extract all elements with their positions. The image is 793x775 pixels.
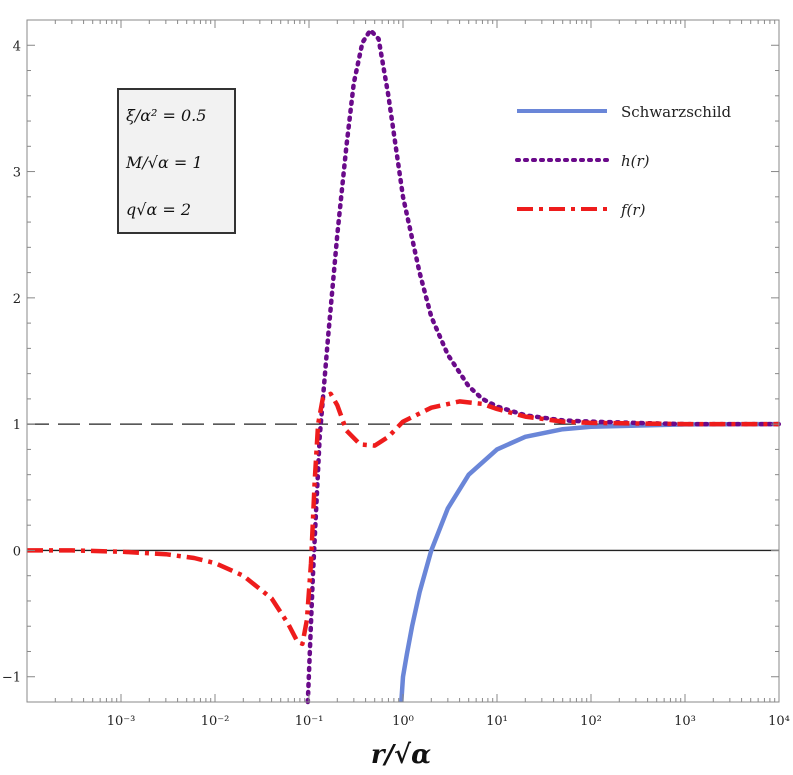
x-tick-label: 10⁰: [392, 714, 414, 729]
y-tick-label: 3: [13, 166, 21, 181]
parameter-line-1: ξ/α² = 0.5: [126, 106, 206, 125]
y-tick-label: 0: [13, 544, 21, 559]
legend-label-schwarzschild: Schwarzschild: [621, 103, 732, 121]
x-tick-label: 10³: [674, 714, 696, 729]
series-line-schwarzschild: [399, 421, 780, 703]
x-tick-label: 10⁻²: [201, 714, 230, 729]
series-layer: [27, 27, 782, 705]
x-tick-label: 10⁴: [768, 714, 790, 729]
parameter-line-2: M/√α = 1: [125, 153, 203, 172]
x-tick-label: 10⁻³: [107, 714, 136, 729]
y-tick-label: 2: [13, 292, 21, 307]
y-tick-label: −1: [2, 671, 21, 686]
series-line-h: [305, 27, 782, 705]
y-tick-label: 1: [13, 418, 21, 433]
x-axis-title: r/√α: [371, 740, 431, 770]
parameter-box-frame: [117, 88, 236, 234]
legend-label-f: f(r): [620, 201, 646, 219]
x-tick-label: 10¹: [486, 714, 508, 729]
axes-layer: 10⁻³ 10⁻² 10⁻¹ 10⁰ 10¹ 10² 10³ 10⁴ −1 0 1 2 3 4: [2, 19, 790, 729]
x-tick-label: 10²: [580, 714, 602, 729]
x-tick-label: 10⁻¹: [295, 714, 324, 729]
parameter-line-3: q√α = 2: [126, 200, 191, 219]
legend: Schwarzschild h(r) f(r): [515, 103, 732, 219]
legend-label-h: h(r): [621, 152, 650, 170]
parameter-box: ξ/α² = 0.5 M/√α = 1 q√α = 2: [117, 88, 236, 234]
series-line-f: [27, 391, 779, 647]
y-tick-label: 4: [13, 39, 21, 54]
